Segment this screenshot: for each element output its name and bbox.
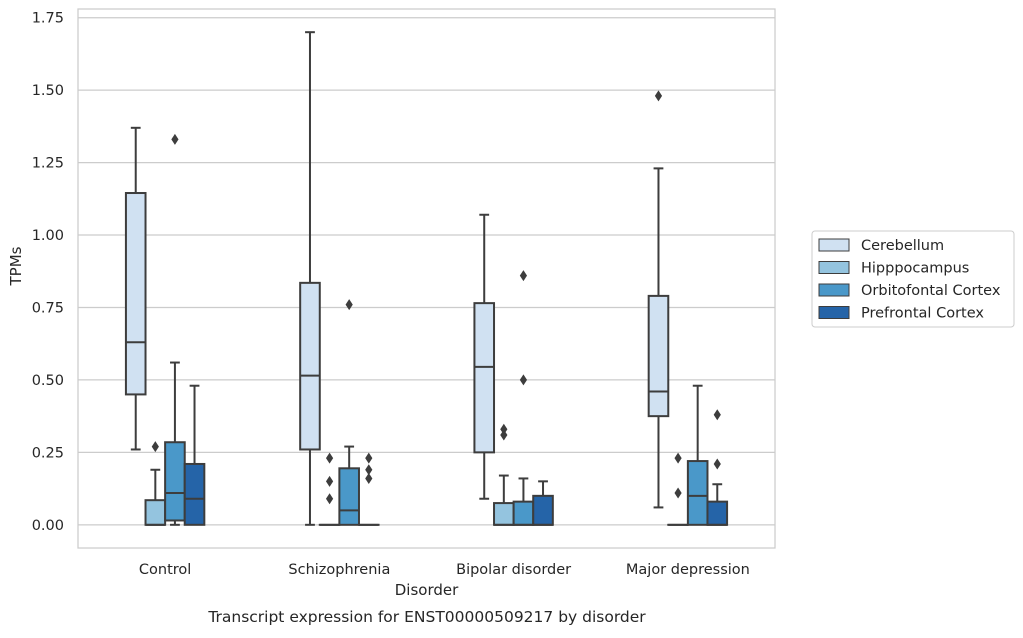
box-3-2 <box>688 386 708 525</box>
box-3-0 <box>649 90 669 507</box>
outlier-point <box>326 493 333 504</box>
box-2-0 <box>474 215 494 499</box>
y-tick-label: 1.00 <box>32 228 64 244</box>
x-axis-label: Disorder <box>395 581 459 599</box>
box-body <box>339 468 359 525</box>
box-body <box>649 296 669 416</box>
box-body <box>146 500 166 525</box>
box-body <box>533 496 553 525</box>
y-axis-label: TPMs <box>7 246 25 286</box>
box-1-3 <box>359 453 379 525</box>
box-body <box>688 461 708 525</box>
legend-swatch <box>819 307 849 319</box>
box-0-1 <box>146 441 166 525</box>
x-tick-label: Control <box>139 562 191 578</box>
legend-label: Orbitofontal Cortex <box>861 283 1001 299</box>
box-0-3 <box>185 386 205 525</box>
outlier-point <box>326 453 333 464</box>
outlier-point <box>520 270 527 281</box>
outlier-point <box>714 458 721 469</box>
y-tick-label: 1.75 <box>32 11 64 27</box>
box-body <box>494 503 514 525</box>
outlier-point <box>520 374 527 385</box>
box-body <box>126 193 146 394</box>
box-3-3 <box>707 409 727 525</box>
box-0-0 <box>126 128 146 450</box>
box-1-1 <box>320 453 340 525</box>
outlier-point <box>365 453 372 464</box>
box-groups <box>126 32 727 525</box>
y-tick-label: 0.00 <box>32 518 64 534</box>
outlier-point <box>152 441 159 452</box>
box-body <box>300 283 320 450</box>
y-tick-label: 0.50 <box>32 373 64 389</box>
outlier-point <box>171 134 178 145</box>
outlier-point <box>714 409 721 420</box>
legend-swatch <box>819 262 849 274</box>
legend: Cerebellum Hipppocampus Orbitofontal Corte… <box>812 231 1014 327</box>
box-2-2 <box>514 270 534 525</box>
box-body <box>514 502 534 525</box>
y-tick-label: 0.25 <box>32 445 64 461</box>
chart-title: Transcript expression for ENST0000050921… <box>207 608 646 626</box>
box-3-1 <box>668 453 688 525</box>
box-1-2 <box>339 299 359 525</box>
y-axis-ticks: 0.00 0.25 0.50 0.75 1.00 1.25 1.50 1.75 <box>32 11 64 534</box>
y-tick-label: 1.50 <box>32 83 64 99</box>
legend-swatch <box>819 239 849 251</box>
box-body <box>185 464 205 525</box>
legend-swatch <box>819 284 849 296</box>
box-body <box>707 502 727 525</box>
box-body <box>165 442 185 520</box>
y-tick-label: 1.25 <box>32 156 64 172</box>
y-tick-label: 0.75 <box>32 300 64 316</box>
legend-label: Prefrontal Cortex <box>861 306 984 322</box>
outlier-point <box>500 424 507 435</box>
box-2-1 <box>494 424 514 525</box>
outlier-point <box>326 476 333 487</box>
outlier-point <box>655 90 662 101</box>
legend-label: Cerebellum <box>861 238 944 254</box>
box-2-3 <box>533 481 553 524</box>
box-body <box>474 303 494 452</box>
x-tick-label: Bipolar disorder <box>456 562 571 578</box>
outlier-point <box>674 453 681 464</box>
box-1-0 <box>300 32 320 525</box>
legend-label: Hipppocampus <box>861 261 969 277</box>
outlier-point <box>674 487 681 498</box>
x-tick-label: Major depression <box>626 562 750 578</box>
outlier-point <box>365 464 372 475</box>
x-tick-label: Schizophrenia <box>288 562 390 578</box>
box-0-2 <box>165 134 185 525</box>
outlier-point <box>346 299 353 310</box>
x-axis-ticks: Control Schizophrenia Bipolar disorder Majo… <box>139 562 750 578</box>
